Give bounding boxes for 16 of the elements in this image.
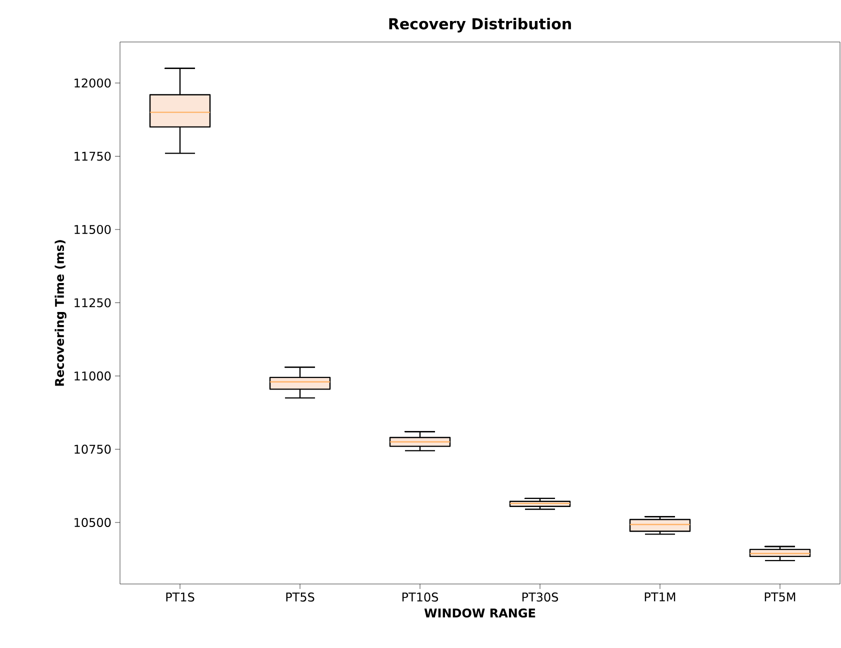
x-tick-label: PT1M (644, 592, 676, 602)
x-tick-label: PT5M (764, 592, 796, 602)
x-axis-title: WINDOW RANGE (424, 608, 536, 618)
y-tick-label: 11000 (74, 371, 111, 381)
chart-title: Recovery Distribution (389, 18, 571, 32)
x-tick-label: PT5S (286, 592, 314, 602)
x-tick-label: PT1S (166, 592, 194, 602)
y-tick-label: 11500 (74, 224, 111, 234)
x-tick-label: PT10S (402, 592, 438, 602)
y-tick-label: 11250 (74, 298, 111, 308)
y-tick-label: 10500 (74, 518, 111, 528)
y-tick-label: 12000 (74, 78, 111, 88)
y-axis-title: Recovering Time (ms) (54, 240, 66, 386)
y-tick-label: 10750 (74, 444, 111, 454)
y-tick-label: 11750 (74, 152, 111, 161)
x-tick-label: PT30S (522, 592, 558, 602)
